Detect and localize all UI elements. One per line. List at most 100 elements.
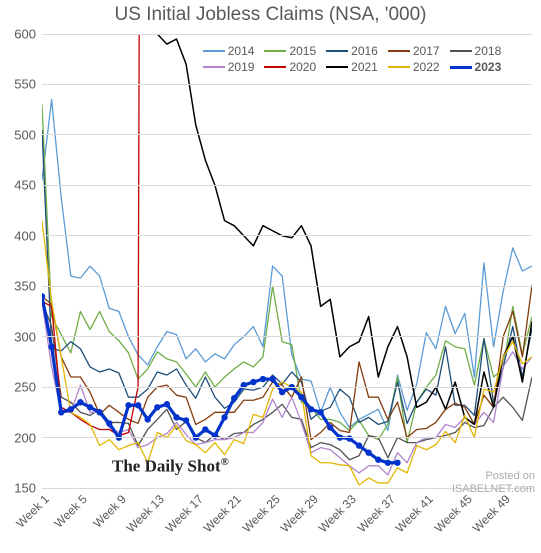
- x-tick-label: Week 13: [124, 492, 167, 535]
- series-marker-2023: [106, 420, 112, 426]
- x-tick-label: Week 25: [239, 492, 282, 535]
- legend: 2014 2015 2016 2017 2018 2019 2020 2021 2022 2023: [182, 44, 522, 74]
- y-tick-label: 400: [14, 228, 36, 243]
- series-marker-2023: [164, 401, 170, 407]
- series-marker-2023: [231, 395, 237, 401]
- series-marker-2023: [144, 416, 150, 422]
- legend-item-2020: 2020: [264, 60, 316, 74]
- legend-item-2015: 2015: [264, 44, 316, 58]
- y-gridline: [42, 387, 532, 388]
- legend-item-2022: 2022: [388, 60, 440, 74]
- y-tick-label: 600: [14, 27, 36, 42]
- series-marker-2023: [356, 442, 362, 448]
- legend-swatch: [203, 66, 225, 68]
- legend-label: 2019: [228, 60, 255, 74]
- series-marker-2023: [250, 379, 256, 385]
- legend-label: 2022: [413, 60, 440, 74]
- legend-label: 2023: [475, 60, 502, 74]
- series-marker-2023: [298, 394, 304, 400]
- legend-label: 2016: [351, 44, 378, 58]
- series-marker-2023: [77, 399, 83, 405]
- y-tick-label: 550: [14, 77, 36, 92]
- legend-swatch: [388, 50, 410, 52]
- series-marker-2023: [125, 402, 131, 408]
- legend-swatch: [450, 66, 472, 69]
- series-2022: [42, 221, 532, 485]
- series-marker-2023: [39, 293, 45, 299]
- legend-swatch: [388, 66, 410, 68]
- chart-lines: [42, 34, 532, 488]
- legend-label: 2015: [289, 44, 316, 58]
- series-marker-2023: [279, 389, 285, 395]
- series-marker-2023: [327, 424, 333, 430]
- attribution: The Daily Shot®: [112, 456, 229, 477]
- posted-on: Posted on ISABELNET.com: [452, 470, 535, 498]
- series-2016: [42, 130, 532, 425]
- y-tick-label: 450: [14, 178, 36, 193]
- series-marker-2023: [58, 409, 64, 415]
- legend-item-2023: 2023: [450, 60, 502, 74]
- x-tick-label: Week 17: [162, 492, 205, 535]
- jobless-claims-chart: US Initial Jobless Claims (NSA, '000) 20…: [0, 0, 541, 553]
- x-tick-label: Week 21: [201, 492, 244, 535]
- series-marker-2023: [385, 460, 391, 466]
- y-gridline: [42, 34, 532, 35]
- series-marker-2023: [96, 409, 102, 415]
- attribution-reg: ®: [221, 456, 229, 468]
- legend-label: 2014: [228, 44, 255, 58]
- legend-swatch: [450, 50, 472, 52]
- y-gridline: [42, 185, 532, 186]
- series-marker-2023: [135, 402, 141, 408]
- legend-item-2014: 2014: [203, 44, 255, 58]
- series-2014: [42, 100, 532, 431]
- x-tick-label: Week 49: [470, 492, 513, 535]
- x-tick-label: Week 29: [278, 492, 321, 535]
- x-tick-label: Week 33: [316, 492, 359, 535]
- legend-item-2018: 2018: [450, 44, 502, 58]
- y-gridline: [42, 235, 532, 236]
- series-marker-2023: [183, 417, 189, 423]
- attribution-text: The Daily Shot: [112, 457, 221, 476]
- plot-area: 2014 2015 2016 2017 2018 2019 2020 2021 2022 2023…: [42, 34, 532, 488]
- legend-item-2019: 2019: [203, 60, 255, 74]
- legend-swatch: [203, 50, 225, 52]
- x-tick-label: Week 1: [13, 492, 52, 531]
- y-tick-label: 250: [14, 380, 36, 395]
- y-gridline: [42, 84, 532, 85]
- legend-label: 2021: [351, 60, 378, 74]
- chart-title: US Initial Jobless Claims (NSA, '000): [0, 4, 541, 26]
- y-tick-label: 200: [14, 430, 36, 445]
- legend-label: 2018: [475, 44, 502, 58]
- legend-item-2021: 2021: [326, 60, 378, 74]
- y-tick-label: 350: [14, 279, 36, 294]
- legend-item-2016: 2016: [326, 44, 378, 58]
- y-gridline: [42, 134, 532, 135]
- y-gridline: [42, 437, 532, 438]
- series-marker-2023: [202, 426, 208, 432]
- legend-label: 2020: [289, 60, 316, 74]
- series-marker-2023: [269, 376, 275, 382]
- series-marker-2023: [154, 404, 160, 410]
- legend-swatch: [326, 66, 348, 68]
- series-marker-2023: [308, 406, 314, 412]
- y-tick-label: 150: [14, 481, 36, 496]
- series-marker-2023: [173, 414, 179, 420]
- legend-swatch: [326, 50, 348, 52]
- legend-label: 2017: [413, 44, 440, 58]
- posted-line2: ISABELNET.com: [452, 483, 535, 495]
- series-marker-2023: [375, 457, 381, 463]
- series-marker-2023: [260, 376, 266, 382]
- x-tick-label: Week 45: [431, 492, 474, 535]
- y-gridline: [42, 286, 532, 287]
- y-tick-label: 500: [14, 127, 36, 142]
- x-tick-label: Week 37: [355, 492, 398, 535]
- series-marker-2023: [365, 449, 371, 455]
- legend-swatch: [264, 66, 286, 68]
- series-marker-2023: [394, 460, 400, 466]
- series-marker-2023: [48, 344, 54, 350]
- y-tick-label: 300: [14, 329, 36, 344]
- posted-line1: Posted on: [485, 470, 535, 482]
- legend-swatch: [264, 50, 286, 52]
- series-marker-2023: [221, 414, 227, 420]
- x-tick-label: Week 41: [393, 492, 436, 535]
